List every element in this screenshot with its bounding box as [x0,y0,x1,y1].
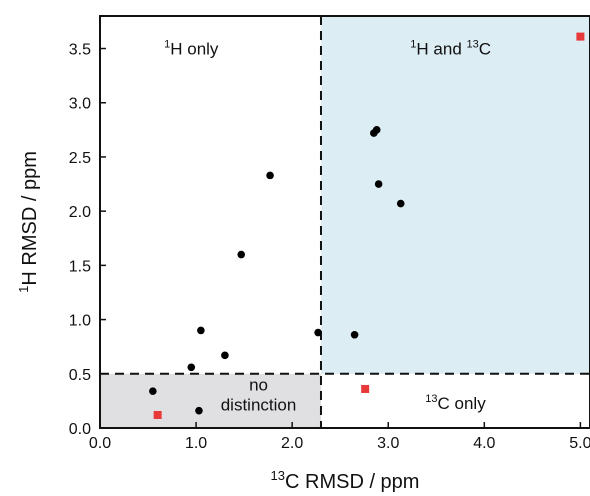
data-point-circle [374,180,383,188]
x-tick-label: 0.0 [89,435,111,452]
region-1h-and-13c-fill [320,16,590,374]
y-tick-label: 2.5 [69,150,91,167]
region-label-1h-only: 1H only [164,39,219,59]
x-tick-label: 2.0 [281,435,303,452]
x-tick-label: 5.0 [569,435,590,452]
y-tick-label: 3.0 [69,96,91,113]
data-point-circle [237,250,246,259]
y-tick-label: 0.5 [69,367,91,384]
threshold-lines [100,16,590,428]
data-point-circle [197,326,205,335]
data-point-square [361,384,370,393]
data-point-circle [350,330,359,339]
region-labels: 1H only 1H and 13C 13C only no distinction [164,39,491,415]
region-shading [100,16,590,428]
region-label-13c-only: 13C only [425,393,486,413]
y-axis-title: 1H RMSD / ppm [16,151,41,293]
data-point-circle [372,126,381,134]
plot-frame [99,15,590,429]
data-point-circle [221,351,229,360]
data-point-circle [149,387,157,395]
x-axis-title: 13C RMSD / ppm [271,468,420,493]
y-tick-label: 1.0 [69,313,91,330]
y-tick-label: 3.5 [69,42,91,59]
y-tick-label: 1.5 [69,258,91,275]
data-points [149,32,585,419]
x-axis: 0.0 1.0 2.0 3.0 4.0 5.0 [89,422,590,452]
x-tick-label: 3.0 [377,435,399,452]
y-axis: 0.0 0.5 1.0 1.5 2.0 2.5 3.0 3.5 [69,42,106,438]
region-no-distinction-fill [100,373,321,428]
y-tick-label: 0.0 [69,421,91,438]
data-point-circle [314,328,322,337]
data-point-circle [195,406,203,415]
data-point-circle [187,363,196,372]
data-point-circle [266,171,274,180]
data-point-circle [396,199,405,208]
x-tick-label: 4.0 [473,435,495,452]
data-point-square [153,410,162,419]
y-tick-label: 2.0 [69,204,91,221]
region-label-no-distinction: no distinction [221,375,297,414]
data-point-square [576,32,585,41]
x-tick-label: 1.0 [185,435,207,452]
region-label-1h-and-13c: 1H and 13C [410,39,491,59]
